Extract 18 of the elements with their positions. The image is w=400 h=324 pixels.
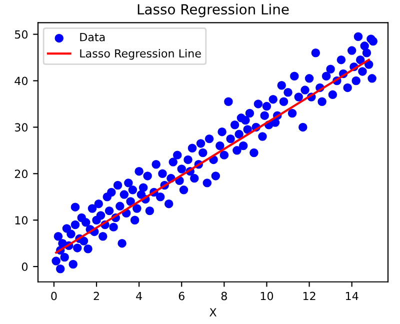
x-tick-label: 10 xyxy=(260,292,274,300)
y-tick-label: 50 xyxy=(14,30,28,39)
y-tick-label: 30 xyxy=(14,123,28,132)
x-axis-title: X xyxy=(210,308,216,316)
y-tick-label: 10 xyxy=(15,216,28,224)
y-tick-label: 20 xyxy=(14,170,28,178)
x-tick-label: 0 xyxy=(51,292,57,300)
x-tick-label: 4 xyxy=(136,292,142,300)
x-tick-label: 2 xyxy=(94,292,99,300)
x-tick-label: 8 xyxy=(221,292,227,300)
legend-label: Data xyxy=(80,33,105,42)
x-tick-label: 12 xyxy=(303,292,316,300)
x-tick-label: 6 xyxy=(178,292,184,300)
legend-label: Lasso Regression Line xyxy=(80,48,201,60)
chart-title: Lasso Regression Line xyxy=(138,4,289,18)
x-tick-label: 14 xyxy=(346,292,358,300)
y-tick-label: 0 xyxy=(22,262,28,271)
y-tick-label: 40 xyxy=(14,76,28,86)
